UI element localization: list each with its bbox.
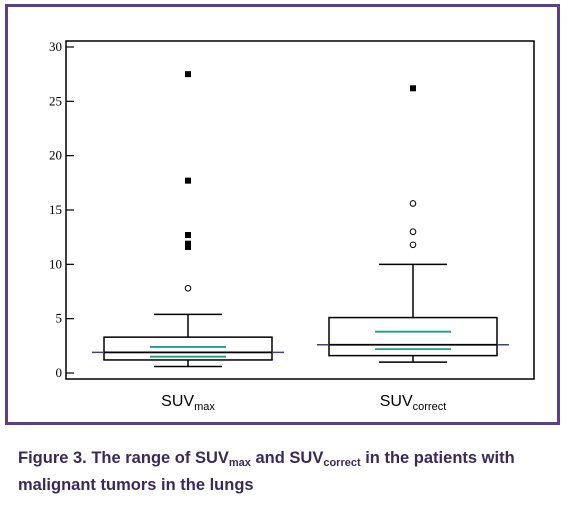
y-tick-label: 20 bbox=[49, 148, 62, 163]
category-label: SUVcorrect bbox=[380, 393, 447, 413]
box bbox=[103, 336, 273, 361]
caption-mid: and SUV bbox=[250, 449, 324, 467]
outlier-point bbox=[184, 284, 192, 292]
far-outlier-point bbox=[410, 85, 416, 92]
far-outlier-point bbox=[185, 240, 191, 247]
caption-sub-max: max bbox=[228, 457, 251, 469]
far-outlier-point bbox=[185, 243, 191, 250]
outlier-point bbox=[409, 241, 417, 249]
x-axis-labels: SUVmax SUVcorrect bbox=[161, 393, 446, 413]
y-tick-label: 30 bbox=[49, 39, 62, 54]
far-outlier-point bbox=[185, 71, 191, 78]
y-tick-label: 5 bbox=[56, 311, 63, 326]
far-outlier-point bbox=[185, 177, 191, 184]
box-group bbox=[92, 71, 284, 368]
far-outlier-point bbox=[185, 231, 191, 238]
outlier-point bbox=[409, 200, 417, 207]
category-label-main: SUV bbox=[161, 393, 194, 410]
outlier-point bbox=[409, 228, 417, 236]
y-tick-label: 0 bbox=[56, 365, 63, 380]
figure-frame bbox=[5, 4, 560, 425]
category-label-main: SUV bbox=[380, 393, 413, 410]
category-label-sub: max bbox=[194, 401, 215, 413]
category-label-sub: correct bbox=[413, 401, 447, 413]
y-axis: 0 5 10 15 20 25 30 bbox=[49, 39, 74, 380]
caption-prefix: Figure 3. The range of SUV bbox=[18, 449, 229, 467]
category-label: SUVmax bbox=[161, 393, 215, 413]
figure-caption: Figure 3. The range of SUVmax and SUVcor… bbox=[18, 447, 574, 496]
boxes bbox=[92, 71, 509, 368]
caption-sub-correct: correct bbox=[323, 457, 361, 469]
y-tick-label: 25 bbox=[49, 93, 62, 108]
y-tick-label: 10 bbox=[49, 256, 62, 271]
caption-suffix: in the patients with malignant tumors in… bbox=[18, 449, 515, 494]
box-group bbox=[317, 85, 509, 363]
y-tick-label: 15 bbox=[49, 202, 62, 217]
